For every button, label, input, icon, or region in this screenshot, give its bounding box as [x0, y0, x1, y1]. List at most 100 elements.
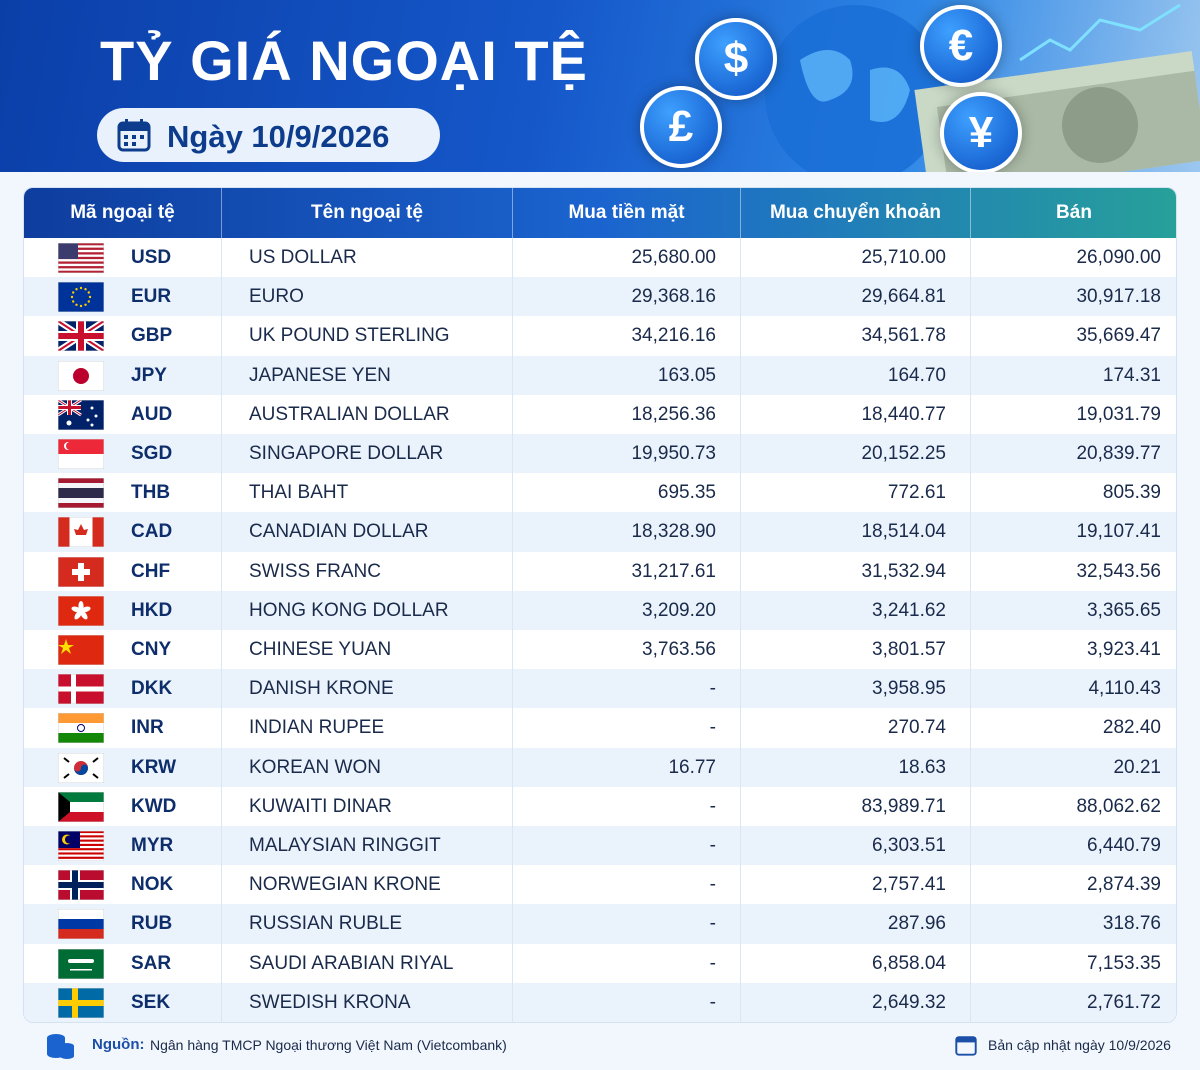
- rate: 18.63: [741, 747, 971, 787]
- currency-name: MALAYSIAN RINGGIT: [222, 826, 513, 866]
- rate: 19,107.41: [1076, 521, 1161, 543]
- currency-name: CHINESE YUAN: [222, 630, 513, 670]
- rate: 3,365.65: [1087, 599, 1161, 621]
- code-cell: RUB: [24, 904, 222, 944]
- currency-name: JAPANESE YEN: [222, 355, 513, 395]
- rate: 3,958.95: [741, 669, 971, 709]
- flag: [58, 791, 104, 822]
- rate: -: [513, 708, 741, 748]
- rate: 3,209.20: [513, 590, 741, 630]
- code-cell: MYR: [24, 826, 222, 866]
- calendar-icon: [117, 119, 151, 152]
- currency-name: KUWAITI DINAR: [222, 786, 513, 826]
- rate: 18,256.36: [513, 394, 741, 434]
- column-header: Mua chuyển khoản: [741, 188, 971, 238]
- currency-code: SAR: [131, 952, 172, 974]
- rate: -: [513, 982, 741, 1022]
- rate: -: [513, 904, 741, 944]
- currency-name: NORWEGIAN KRONE: [222, 865, 513, 905]
- currency-code: JPY: [131, 364, 167, 386]
- rate: 19,031.79: [1076, 403, 1161, 425]
- flag: [58, 909, 104, 940]
- table-header: Mã ngoại tệ Tên ngoại tệ Mua tiền mặt Mua c…: [24, 188, 1176, 238]
- table-row: SGD SINGAPORE DOLLAR 19,950.73 20,152.25 20,…: [24, 434, 1176, 474]
- rate: 2,761.72: [1087, 991, 1161, 1013]
- source: Ngân hàng TMCP Ngoại thương Việt Nam (Vi…: [150, 1037, 507, 1053]
- currency-symbol: ¥: [940, 92, 1022, 172]
- currency-code: KRW: [131, 756, 177, 778]
- flag: [58, 987, 104, 1018]
- rate: 20,839.77: [1076, 443, 1161, 464]
- flag: [58, 243, 104, 273]
- currency-name: CANADIAN DOLLAR: [222, 512, 513, 552]
- flag: [58, 399, 104, 430]
- rate: 287.96: [741, 904, 971, 944]
- rate: -: [513, 786, 741, 826]
- date-pill: Ngày 10/9/2026: [97, 108, 440, 162]
- table-row: RUB RUSSIAN RUBLE -287.96 318.76: [24, 904, 1176, 944]
- currency-code: THB: [131, 482, 171, 504]
- coins-icon: [47, 1034, 74, 1059]
- flag: [58, 635, 104, 665]
- rate: 20.21: [1113, 756, 1161, 778]
- rate: 20,152.25: [741, 434, 971, 474]
- column-header: Bán: [971, 188, 1176, 238]
- rate: 163.05: [513, 355, 741, 395]
- code-cell: SAR: [24, 943, 222, 983]
- currency-name: SAUDI ARABIAN RIYAL: [222, 943, 513, 983]
- table-row: SEK SWEDISH KRONA -2,649.32 2,761.72: [24, 982, 1176, 1022]
- rate: -: [513, 865, 741, 905]
- currency-code: MYR: [131, 835, 174, 856]
- currency-code: GBP: [131, 325, 173, 347]
- rate: 3,801.57: [741, 630, 971, 670]
- table-row: KWD KUWAITI DINAR -83,989.71 88,062.62: [24, 786, 1176, 826]
- table-row: SAR SAUDI ARABIAN RIYAL -6,858.04 7,153.35: [24, 943, 1176, 983]
- code-cell: JPY: [24, 355, 222, 395]
- currency-name: US DOLLAR: [222, 238, 513, 278]
- flag: [58, 948, 104, 979]
- currency-code: CHF: [131, 560, 171, 582]
- currency-name: RUSSIAN RUBLE: [222, 904, 513, 944]
- rate: 270.74: [741, 708, 971, 748]
- column-header: Mã ngoại tệ: [24, 188, 222, 238]
- rate: -: [513, 943, 741, 983]
- flag: [58, 282, 104, 313]
- title: TỶ GIÁ NGOẠI TỆ: [100, 29, 588, 92]
- rate: 805.39: [1102, 482, 1161, 504]
- rate: 30,917.18: [1076, 286, 1161, 308]
- column-header: Mua tiền mặt: [513, 188, 741, 238]
- table-row: CAD CANADIAN DOLLAR 18,328.90 18,514.04 19,1…: [24, 512, 1176, 552]
- code-cell: EUR: [24, 277, 222, 317]
- rate-table: Mã ngoại tệ Tên ngoại tệ Mua tiền mặt Mua c…: [23, 187, 1177, 1023]
- rate: 29,664.81: [741, 277, 971, 317]
- code-cell: CHF: [24, 551, 222, 591]
- table-row: CNY CHINESE YUAN 3,763.56 3,801.57 3,923.41: [24, 630, 1176, 670]
- flag: [58, 439, 104, 469]
- date: Ngày 10/9/2026: [167, 119, 390, 154]
- rate: 88,062.62: [1076, 795, 1161, 817]
- flag: [58, 478, 104, 509]
- rate: 19,950.73: [513, 434, 741, 474]
- code-cell: INR: [24, 708, 222, 748]
- updated: Bản cập nhật ngày 10/9/2026: [988, 1037, 1171, 1053]
- rate: 2,874.39: [1087, 874, 1161, 896]
- rate: 3,763.56: [513, 630, 741, 670]
- rate: -: [513, 826, 741, 866]
- rate: 32,543.56: [1076, 560, 1161, 582]
- currency-name: SINGAPORE DOLLAR: [222, 434, 513, 474]
- table-row: KRW KOREAN WON 16.77 18.63 20.21: [24, 747, 1176, 787]
- rate: 695.35: [513, 473, 741, 513]
- flag: [58, 517, 104, 548]
- flag: [58, 360, 104, 391]
- currency-code: INR: [131, 717, 164, 739]
- code-cell: DKK: [24, 669, 222, 709]
- flag: [58, 595, 104, 626]
- currency-code: USD: [131, 247, 172, 268]
- rate: 31,217.61: [513, 551, 741, 591]
- rate: 35,669.47: [1076, 325, 1161, 347]
- rate: -: [513, 669, 741, 709]
- code-cell: KWD: [24, 786, 222, 826]
- flag: [58, 556, 104, 587]
- currency-code: EUR: [131, 286, 172, 308]
